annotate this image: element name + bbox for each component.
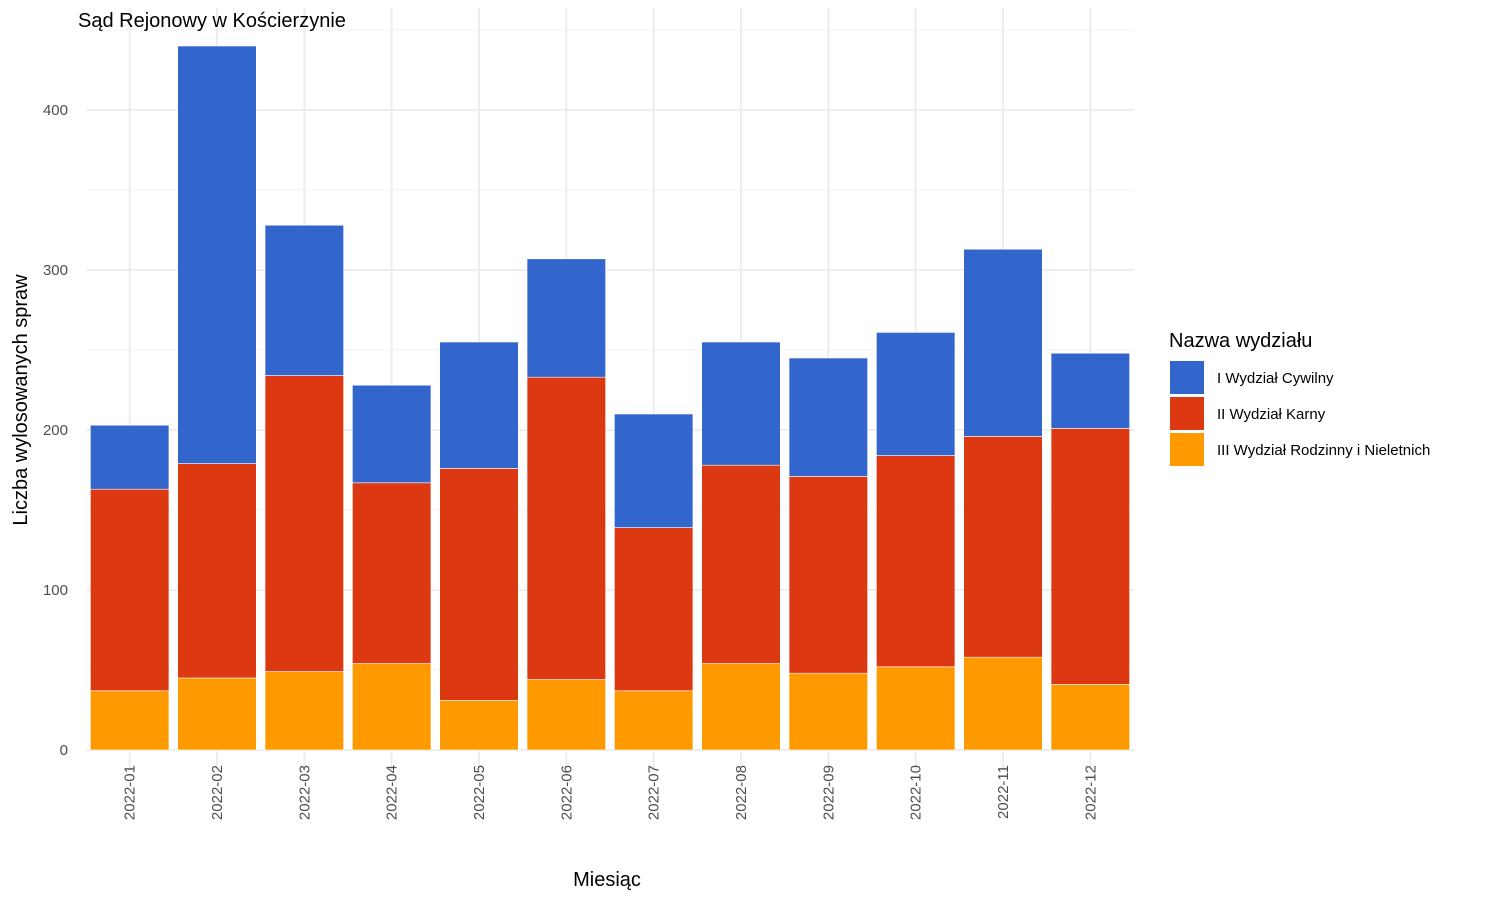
x-axis: 2022-01 2022-02 2022-03 2022-04 2022-05 2022-… (122, 765, 1100, 820)
legend-swatch (1170, 361, 1204, 394)
x-tick-label: 2022-09 (820, 765, 837, 820)
legend-swatch (1170, 433, 1204, 466)
bar-segment (264, 224, 344, 376)
y-tick-label: 0 (60, 742, 68, 759)
bar-segment (352, 663, 432, 751)
x-tick-label: 2022-11 (995, 765, 1012, 819)
bar-segment (788, 476, 868, 674)
bar-segment (963, 248, 1043, 437)
y-tick-label: 200 (43, 422, 68, 439)
x-tick-label: 2022-10 (908, 765, 925, 820)
bar-segment (177, 45, 257, 464)
bar-segment (439, 341, 519, 469)
x-tick-label: 2022-04 (384, 765, 401, 820)
bar-segment (788, 672, 868, 751)
bar-segment (352, 384, 432, 484)
x-tick-label: 2022-08 (733, 765, 750, 820)
bar-segment (526, 258, 606, 378)
legend-label: III Wydział Rodzinny i Nieletnich (1217, 442, 1430, 459)
y-tick-label: 100 (43, 582, 68, 599)
bar-segment (1050, 684, 1130, 751)
bar-segment (963, 436, 1043, 658)
legend-label: II Wydział Karny (1217, 406, 1326, 423)
bar-segment (177, 463, 257, 679)
bar-segment (876, 666, 956, 751)
bar-segment (352, 482, 432, 664)
bar-segment (876, 455, 956, 668)
x-tick-label: 2022-12 (1082, 765, 1099, 820)
bar-segment (90, 488, 170, 692)
chart-title: Sąd Rejonowy w Kościerzynie (78, 10, 346, 32)
bar-segment (90, 424, 170, 490)
legend-swatch (1170, 397, 1204, 430)
y-tick-label: 400 (43, 102, 68, 119)
bar-segment (264, 375, 344, 672)
y-axis-title: Liczba wylosowanych spraw (10, 274, 32, 526)
bar-segment (701, 663, 781, 751)
bar-segment (90, 690, 170, 751)
bar-segment (876, 332, 956, 456)
x-tick-label: 2022-05 (471, 765, 488, 820)
x-tick-label: 2022-07 (646, 765, 663, 820)
bar-segment (439, 700, 519, 751)
bar-segment (701, 341, 781, 466)
x-tick-label: 2022-02 (209, 765, 226, 820)
bar-segment (614, 690, 694, 751)
x-tick-label: 2022-06 (558, 765, 575, 820)
bar-segment (788, 357, 868, 477)
bar-segment (526, 679, 606, 751)
bar-segment (177, 677, 257, 751)
bar-segment (264, 671, 344, 751)
bar-segment (963, 656, 1043, 751)
y-tick-label: 300 (43, 262, 68, 279)
bar-segment (439, 468, 519, 701)
bar-segment (526, 376, 606, 680)
bar-segment (614, 413, 694, 528)
legend: Nazwa wydziału I Wydział Cywilny II Wydzi… (1169, 330, 1430, 466)
x-axis-title: Miesiąc (573, 869, 641, 891)
legend-label: I Wydział Cywilny (1217, 370, 1334, 387)
bar-segment (1050, 352, 1130, 429)
x-tick-label: 2022-03 (296, 765, 313, 820)
bar-segment (1050, 428, 1130, 685)
bar-segment (614, 527, 694, 692)
bars (90, 45, 1130, 751)
y-axis: 0 100 200 300 400 (43, 102, 68, 759)
x-tick-label: 2022-01 (122, 765, 139, 820)
legend-title: Nazwa wydziału (1169, 330, 1312, 352)
bar-segment (701, 464, 781, 664)
